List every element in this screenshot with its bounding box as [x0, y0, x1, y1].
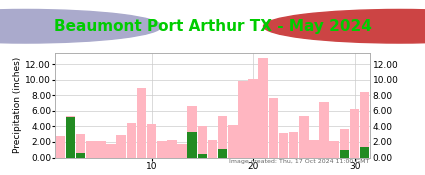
Bar	[76, 134, 85, 158]
Bar	[187, 132, 197, 158]
Bar	[289, 132, 298, 158]
Bar	[76, 153, 85, 158]
Bar	[269, 98, 278, 158]
Circle shape	[264, 9, 425, 43]
Bar	[116, 135, 126, 158]
Bar	[309, 140, 319, 158]
Bar	[127, 123, 136, 158]
Bar	[86, 141, 96, 158]
Bar	[208, 140, 217, 158]
Bar	[157, 141, 167, 158]
Bar	[218, 149, 227, 158]
Bar	[96, 141, 106, 158]
Bar	[248, 79, 258, 158]
Text: Image created: Thu, 17 Oct 2024 11:00 GMT: Image created: Thu, 17 Oct 2024 11:00 GM…	[230, 159, 370, 164]
Bar	[258, 58, 268, 158]
Bar	[228, 125, 238, 158]
Bar	[350, 109, 360, 158]
Y-axis label: Precipitation (inches): Precipitation (inches)	[14, 57, 23, 153]
Text: Beaumont Port Arthur TX - May 2024: Beaumont Port Arthur TX - May 2024	[54, 19, 371, 34]
Bar	[218, 116, 227, 158]
Bar	[340, 129, 349, 158]
Bar	[187, 106, 197, 158]
Bar	[319, 102, 329, 158]
Bar	[106, 144, 116, 158]
Bar	[147, 124, 156, 158]
Bar	[340, 150, 349, 158]
Bar	[198, 154, 207, 158]
Bar	[65, 117, 75, 158]
Bar	[65, 116, 75, 158]
Bar	[137, 88, 146, 158]
Bar	[360, 147, 369, 158]
Bar	[238, 80, 248, 158]
Circle shape	[0, 9, 162, 43]
Bar	[167, 140, 177, 158]
Bar	[329, 141, 339, 158]
Bar	[299, 116, 309, 158]
Bar	[360, 92, 369, 158]
Bar	[279, 133, 288, 158]
Bar	[56, 136, 65, 158]
Bar	[198, 126, 207, 158]
Bar	[177, 144, 187, 158]
